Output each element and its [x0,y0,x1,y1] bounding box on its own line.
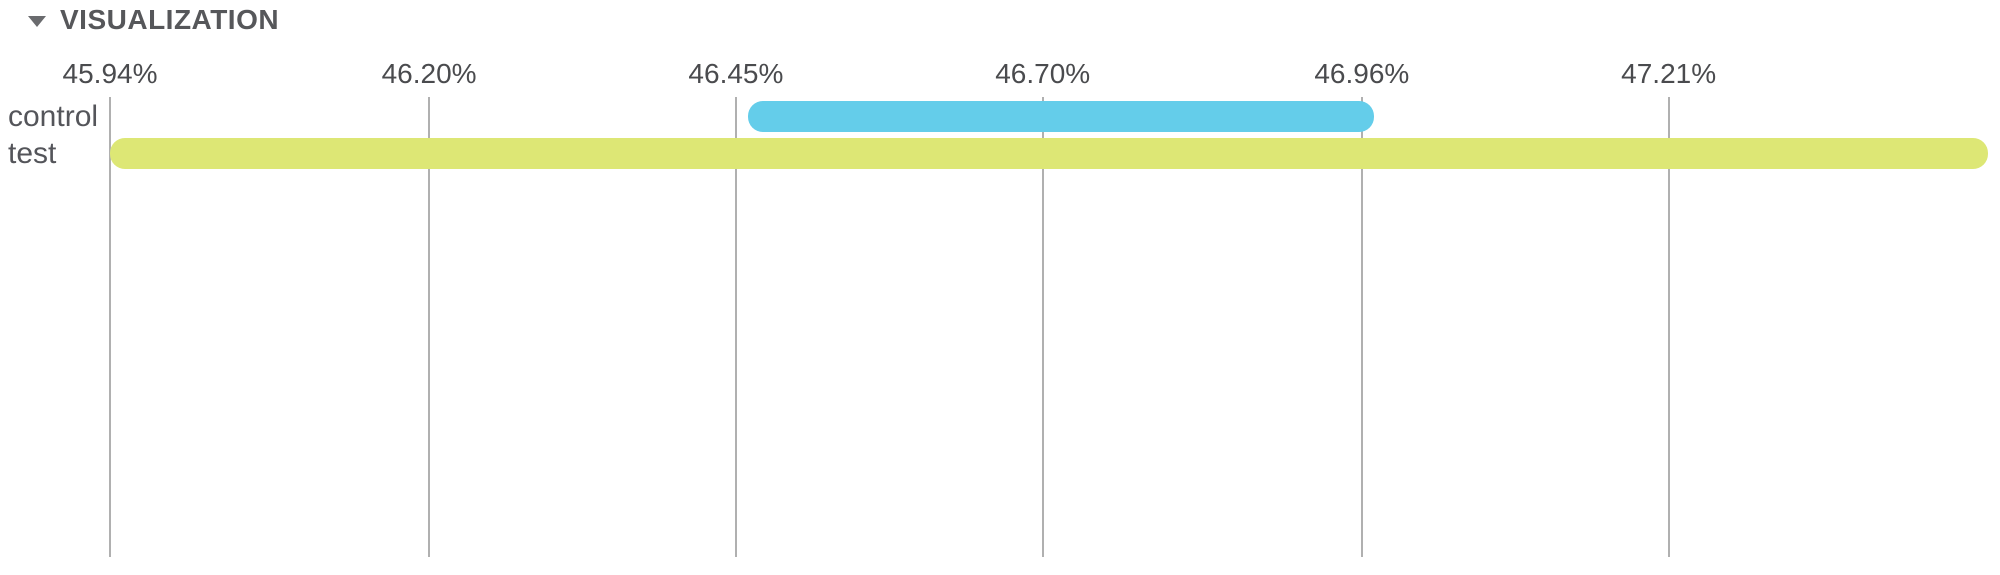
row-label-control: control [8,100,99,133]
gridline [1360,97,1363,557]
row-label-test: test [8,137,57,170]
plot-area: 45.94% 46.20% 46.45% 46.70% 46.96% 47.21% [63,50,2000,575]
axis-tick-label: 46.45% [688,58,784,89]
gridline [1667,97,1670,557]
axis-tick-label: 45.94% [62,58,158,89]
axis-tick-label: 46.70% [995,58,1091,89]
section-title: VISUALIZATION [60,4,280,35]
test-bar [110,138,1988,169]
visualization-section-header[interactable]: VISUALIZATION [28,4,279,36]
gridline [1041,97,1044,557]
axis-tick-label: 47.21% [1621,58,1717,89]
gridline [734,97,737,557]
gridline [428,97,431,557]
control-bar [748,101,1375,132]
axis-tick-label: 46.20% [381,58,477,89]
axis-tick-label: 46.96% [1314,58,1410,89]
gridline [109,97,111,557]
caret-down-icon[interactable] [28,15,46,27]
